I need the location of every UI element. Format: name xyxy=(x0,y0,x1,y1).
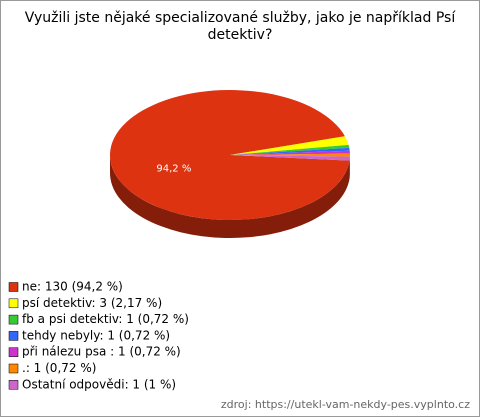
slice xyxy=(230,150,350,155)
slice xyxy=(230,136,349,155)
slice xyxy=(110,90,350,221)
slice xyxy=(230,147,350,155)
data-label: 94,2 % xyxy=(156,163,191,174)
legend-swatch xyxy=(8,331,19,341)
legend-label: .: 1 (0,72 %) xyxy=(22,361,96,375)
legend-swatch xyxy=(8,363,19,374)
legend-label: fb a psi detektiv: 1 (0,72 %) xyxy=(22,312,189,326)
legend-swatch xyxy=(8,282,19,292)
slice xyxy=(230,153,350,157)
legend-swatch xyxy=(8,380,19,390)
source: zdroj: https://utekl-vam-nekdy-pes.vypln… xyxy=(221,398,470,411)
legend-label: psí detektiv: 3 (2,17 %) xyxy=(22,296,162,310)
legend-label: tehdy nebyly: 1 (0,72 %) xyxy=(22,328,170,342)
legend-label: při nálezu psa : 1 (0,72 %) xyxy=(22,345,181,359)
slice-side xyxy=(110,155,350,239)
legend-swatch xyxy=(8,347,19,357)
legend-swatch xyxy=(8,314,19,325)
slice xyxy=(230,155,350,161)
legend-label: ne: 130 (94,2 %) xyxy=(22,280,123,294)
legend-swatch xyxy=(8,298,19,309)
chart-title: Využili jste nějaké specializované služb… xyxy=(25,10,457,43)
slice xyxy=(230,144,350,155)
legend-label: Ostatní odpovědi: 1 (1 %) xyxy=(22,377,176,391)
